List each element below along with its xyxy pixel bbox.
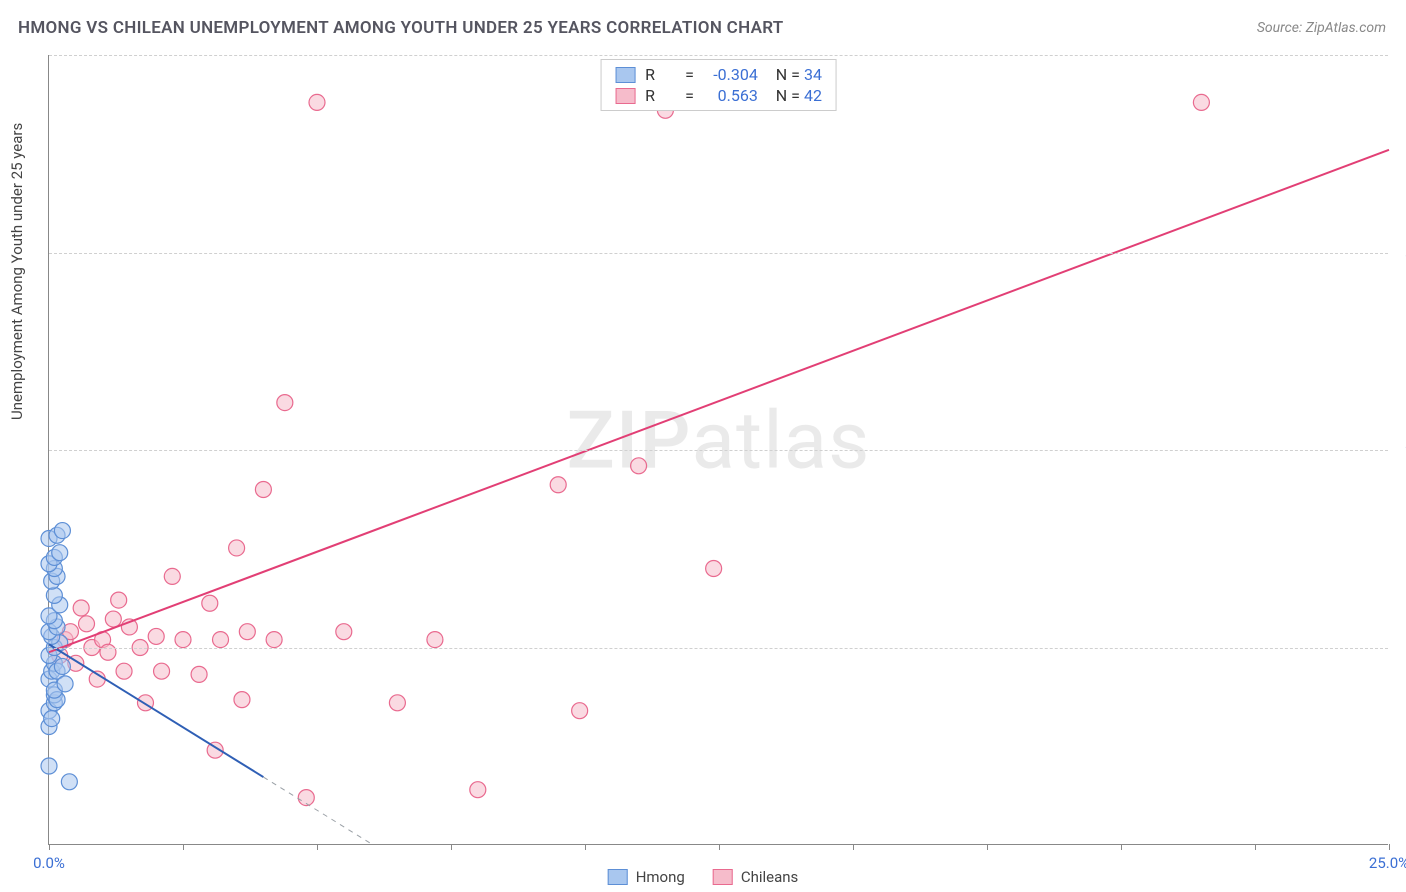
xtick <box>317 844 318 850</box>
plot-area: ZIPatlas R= -0.304 N =34 R= 0.563 N =42 … <box>48 55 1388 845</box>
gridline-h <box>49 253 1388 254</box>
gridline-h <box>49 55 1388 56</box>
legend-item-hmong: Hmong <box>608 868 685 886</box>
xtick <box>853 844 854 850</box>
legend-stats-row-hmong: R= -0.304 N =34 <box>615 64 822 85</box>
xtick <box>1389 844 1390 850</box>
gridline-h <box>49 450 1388 451</box>
hmong-r: -0.304 <box>698 65 758 84</box>
legend-bottom: Hmong Chileans <box>608 868 799 886</box>
y-axis-label: Unemployment Among Youth under 25 years <box>8 123 26 420</box>
source-label: Source: ZipAtlas.com <box>1257 20 1386 36</box>
xtick <box>719 844 720 850</box>
ytick-label: 25.0% <box>1393 441 1406 460</box>
chileans-r: 0.563 <box>698 86 758 105</box>
xtick <box>1255 844 1256 850</box>
chart-container: HMONG VS CHILEAN UNEMPLOYMENT AMONG YOUT… <box>0 0 1406 892</box>
legend-label-chileans: Chileans <box>741 868 798 886</box>
gridline-h <box>49 648 1388 649</box>
xtick-label: 0.0% <box>33 854 65 872</box>
legend-stats: R= -0.304 N =34 R= 0.563 N =42 <box>600 59 837 111</box>
chileans-n: 42 <box>804 86 822 105</box>
legend-item-chileans: Chileans <box>713 868 798 886</box>
xtick <box>451 844 452 850</box>
swatch-chileans-bottom <box>713 869 733 885</box>
chart-title: HMONG VS CHILEAN UNEMPLOYMENT AMONG YOUT… <box>18 18 784 38</box>
swatch-hmong <box>615 67 635 83</box>
xtick <box>1121 844 1122 850</box>
hmong-n: 34 <box>804 65 822 84</box>
swatch-chileans <box>615 88 635 104</box>
xtick <box>585 844 586 850</box>
ytick-label: 37.5% <box>1393 243 1406 262</box>
legend-stats-row-chileans: R= 0.563 N =42 <box>615 85 822 106</box>
xtick <box>987 844 988 850</box>
swatch-hmong-bottom <box>608 869 628 885</box>
ytick-label: 50.0% <box>1393 46 1406 65</box>
ytick-label: 12.5% <box>1393 638 1406 657</box>
legend-label-hmong: Hmong <box>636 868 685 886</box>
xtick <box>49 844 50 850</box>
xtick <box>183 844 184 850</box>
xtick-label: 25.0% <box>1369 854 1406 872</box>
